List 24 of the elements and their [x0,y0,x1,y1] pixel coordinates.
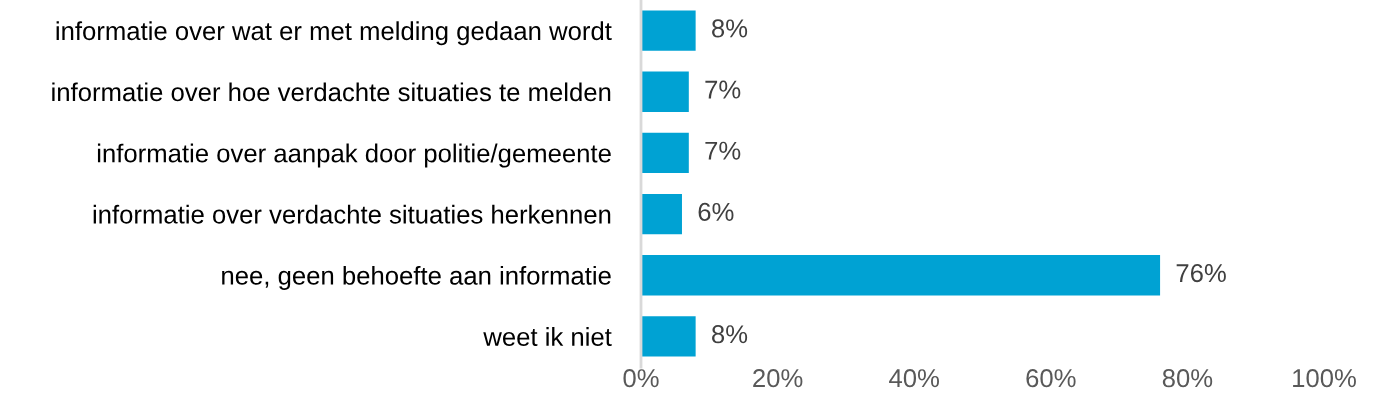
y-tick-label: informatie over wat er met melding gedaan wordt [56,21,612,46]
x-tick-label: 80% [1162,369,1213,388]
x-tick-label: 100% [1293,369,1356,388]
x-tick-label: 0% [623,369,659,388]
data-label: 6% [698,202,734,221]
data-label: 76% [1176,263,1226,283]
bar [641,193,682,235]
bar [641,316,696,357]
y-tick-label: informatie over aanpak door politie/gemeente [97,143,611,168]
x-tick-label: 60% [1026,369,1076,388]
x-tick-label: 40% [889,369,939,388]
bar [641,10,696,51]
data-label: 8% [712,325,748,344]
y-tick-label: informatie over hoe verdachte situaties te melden [52,82,611,102]
data-label: 8% [712,19,748,38]
y-tick-label: informatie over verdachte situaties herkennen [93,204,611,224]
bar [641,132,689,174]
y-tick-label: weet ik niet [483,327,612,346]
bar [641,71,689,112]
data-label: 7% [705,141,741,160]
data-label: 7% [705,80,741,99]
x-tick-label: 20% [753,369,803,388]
bar [641,255,1161,296]
y-tick-label: nee, geen behoefte aan informatie [222,265,611,290]
